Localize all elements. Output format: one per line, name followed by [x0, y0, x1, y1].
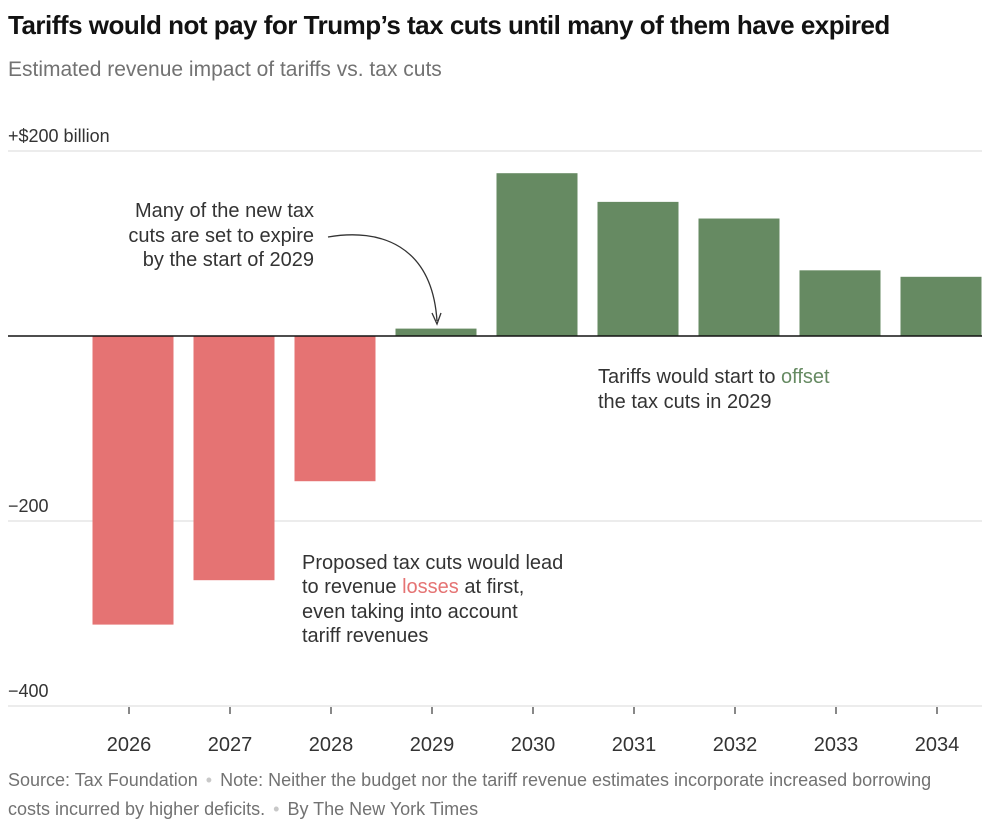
annotation-losses-line-2: to revenue losses at first,	[302, 576, 524, 598]
bar-2028	[294, 336, 376, 482]
bar-2033	[799, 270, 881, 336]
bar-2030	[496, 173, 578, 336]
chart-title: Tariffs would not pay for Trump’s tax cu…	[8, 10, 890, 40]
y-axis-labels: +$200 billion −200 −400	[8, 126, 110, 701]
bars	[92, 173, 982, 625]
annotation-arrow-head	[431, 312, 442, 326]
x-tick-label: 2032	[713, 734, 758, 756]
bar-chart: +$200 billion−200−400 2026 2027 2028 2029 20…	[8, 126, 982, 756]
x-tick-label: 2028	[309, 734, 354, 756]
x-tick-label: 2027	[208, 734, 253, 756]
bar-2031	[597, 201, 679, 336]
annotation-losses-line-4: tariff revenues	[302, 625, 428, 647]
annotation-losses-line-3: even taking into account	[302, 601, 518, 623]
annotation-expire: Many of the new tax cuts are set to expi…	[128, 200, 442, 326]
y-tick-label: −400	[8, 681, 49, 701]
annotation-offset-line-1: Tariffs would start to offset	[598, 366, 830, 388]
x-tick-label: 2034	[915, 734, 960, 756]
annotation-losses-line-1: Proposed tax cuts would lead	[302, 552, 563, 574]
note-text: Note: Neither the budget nor the tariff …	[8, 770, 932, 819]
bar-2029	[395, 328, 477, 336]
source-note: Source: Tax Foundation	[8, 770, 198, 790]
x-tick-label: 2030	[511, 734, 556, 756]
annotation-arrow	[327, 234, 438, 322]
x-tick-label: 2033	[814, 734, 859, 756]
bar-2032	[698, 218, 780, 336]
annotation-expire-line-2: cuts are set to expire	[128, 225, 314, 247]
byline: By The New York Times	[287, 799, 479, 819]
annotation-expire-line-1: Many of the new tax	[135, 200, 314, 222]
chart-subtitle: Estimated revenue impact of tariffs vs. …	[8, 58, 442, 81]
chart-footer: Source: Tax Foundation • Note: Neither the…	[8, 766, 968, 824]
x-tick-label: 2026	[107, 734, 152, 756]
offset-highlight: offset	[781, 366, 830, 388]
x-axis: 2026 2027 2028 2029 2030 2031 2032 2033 2034	[107, 707, 960, 756]
separator-dot: •	[273, 799, 280, 819]
y-tick-label: +$200 billion	[8, 126, 110, 146]
bar-2027	[193, 336, 275, 581]
x-tick-label: 2031	[612, 734, 657, 756]
annotation-expire-line-3: by the start of 2029	[143, 249, 314, 271]
losses-highlight: losses	[402, 576, 459, 598]
separator-dot: •	[205, 770, 213, 790]
bar-2034	[900, 276, 982, 336]
annotation-offset-line-2: the tax cuts in 2029	[598, 391, 771, 413]
y-tick-label: −200	[8, 496, 49, 516]
bar-2026	[92, 336, 174, 625]
x-tick-label: 2029	[410, 734, 455, 756]
